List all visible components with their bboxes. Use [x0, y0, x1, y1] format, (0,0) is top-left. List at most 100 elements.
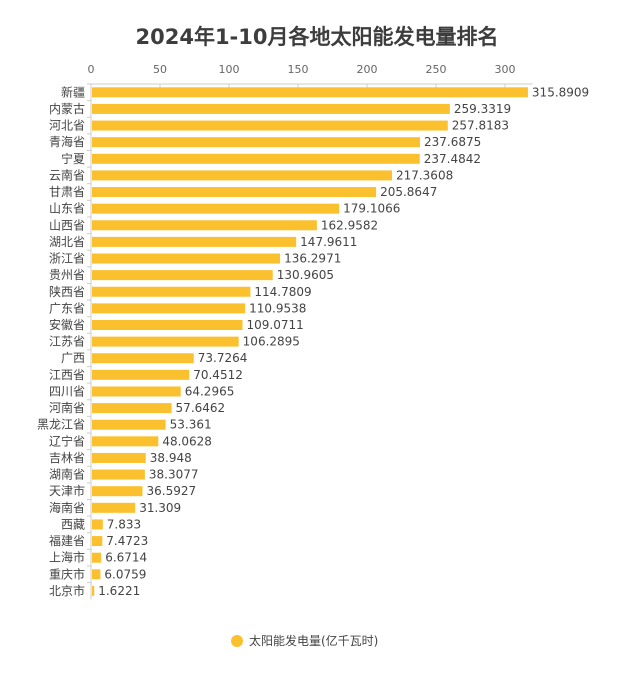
category-label: 北京市 — [49, 583, 85, 598]
category-label: 浙江省 — [49, 252, 85, 266]
category-label: 内蒙古 — [49, 101, 85, 116]
bar[interactable] — [92, 519, 103, 530]
bar[interactable] — [92, 569, 101, 580]
category-label: 安徽省 — [49, 317, 85, 332]
category-label: 山东省 — [49, 202, 85, 216]
value-label: 38.948 — [150, 451, 192, 465]
bar[interactable] — [92, 220, 317, 231]
legend-label: 太阳能发电量(亿千瓦时) — [249, 633, 378, 648]
x-tick-label: 150 — [288, 63, 309, 76]
value-label: 179.1066 — [343, 202, 400, 216]
category-label: 山西省 — [49, 218, 85, 232]
value-label: 48.0628 — [162, 434, 212, 448]
bar[interactable] — [92, 369, 190, 380]
value-label: 6.0759 — [104, 567, 146, 581]
bar[interactable] — [92, 319, 243, 330]
bar[interactable] — [92, 203, 340, 214]
legend[interactable]: 太阳能发电量(亿千瓦时) — [231, 633, 378, 648]
value-label: 217.3608 — [396, 168, 453, 182]
x-tick-label: 300 — [495, 63, 516, 76]
value-label: 57.6462 — [176, 401, 226, 415]
category-label: 陕西省 — [49, 284, 85, 299]
x-tick-label: 250 — [426, 63, 447, 76]
bar[interactable] — [92, 585, 95, 596]
x-tick-label: 50 — [153, 63, 167, 76]
bar[interactable] — [92, 353, 194, 364]
x-tick-label: 0 — [88, 63, 95, 76]
category-label: 青海省 — [49, 134, 85, 149]
bar[interactable] — [92, 120, 448, 131]
bar[interactable] — [92, 386, 181, 397]
bar[interactable] — [92, 253, 281, 264]
bar[interactable] — [92, 452, 146, 463]
value-label: 147.9611 — [300, 235, 357, 249]
value-label: 7.833 — [107, 517, 141, 531]
value-label: 162.9582 — [321, 218, 378, 232]
category-label: 河北省 — [49, 119, 85, 133]
value-label: 6.6714 — [105, 551, 147, 565]
value-label: 70.4512 — [193, 368, 243, 382]
bar[interactable] — [92, 270, 273, 281]
value-label: 110.9538 — [249, 301, 306, 315]
category-label: 湖北省 — [49, 234, 85, 249]
value-label: 205.8647 — [380, 185, 437, 199]
category-label: 西藏 — [61, 517, 85, 531]
category-label: 吉林省 — [49, 451, 85, 465]
category-label: 广东省 — [49, 301, 85, 315]
category-label: 甘肃省 — [49, 185, 85, 199]
bar[interactable] — [92, 486, 143, 497]
bar[interactable] — [92, 552, 102, 563]
bar[interactable] — [92, 336, 239, 347]
category-label: 贵州省 — [49, 268, 85, 282]
category-label: 广西 — [61, 351, 85, 365]
bar[interactable] — [92, 403, 172, 414]
bar[interactable] — [92, 286, 251, 297]
value-label: 53.361 — [170, 418, 212, 432]
value-label: 109.0711 — [247, 318, 304, 332]
bar[interactable] — [92, 137, 421, 148]
bar[interactable] — [92, 502, 136, 513]
category-label: 四川省 — [49, 384, 85, 398]
value-label: 64.2965 — [185, 384, 235, 398]
value-label: 114.7809 — [254, 285, 311, 299]
category-label: 辽宁省 — [49, 433, 85, 448]
x-tick-label: 200 — [357, 63, 378, 76]
category-label: 宁夏 — [61, 151, 85, 166]
bar[interactable] — [92, 236, 297, 247]
category-label: 新疆 — [61, 84, 85, 99]
bar[interactable] — [92, 419, 166, 430]
value-label: 7.4723 — [106, 534, 148, 548]
category-label: 江西省 — [49, 368, 85, 382]
category-label: 河南省 — [49, 400, 85, 415]
category-label: 福建省 — [49, 533, 85, 548]
bar[interactable] — [92, 170, 392, 181]
value-label: 106.2895 — [243, 335, 300, 349]
category-label: 云南省 — [49, 167, 85, 182]
bar[interactable] — [92, 303, 246, 314]
legend-marker — [231, 635, 243, 647]
bar[interactable] — [92, 436, 159, 447]
x-tick-label: 100 — [219, 63, 240, 76]
category-label: 黑龙江省 — [37, 418, 85, 432]
bar[interactable] — [92, 469, 145, 480]
value-label: 130.9605 — [277, 268, 334, 282]
category-label: 江苏省 — [49, 335, 85, 349]
bar[interactable] — [92, 153, 420, 164]
value-label: 257.8183 — [452, 119, 509, 133]
bar[interactable] — [92, 536, 103, 547]
bar[interactable] — [92, 87, 528, 98]
value-label: 38.3077 — [149, 468, 199, 482]
value-label: 259.3319 — [454, 102, 511, 116]
value-label: 315.8909 — [532, 85, 589, 99]
value-label: 73.7264 — [198, 351, 248, 365]
value-label: 136.2971 — [284, 252, 341, 266]
value-label: 237.6875 — [424, 135, 481, 149]
bar[interactable] — [92, 103, 450, 114]
category-label: 上海市 — [49, 550, 85, 565]
category-label: 海南省 — [49, 500, 85, 515]
chart-title: 2024年1-10月各地太阳能发电量排名 — [136, 25, 499, 49]
category-label: 重庆市 — [49, 566, 85, 581]
bar[interactable] — [92, 187, 377, 198]
value-label: 237.4842 — [424, 152, 481, 166]
